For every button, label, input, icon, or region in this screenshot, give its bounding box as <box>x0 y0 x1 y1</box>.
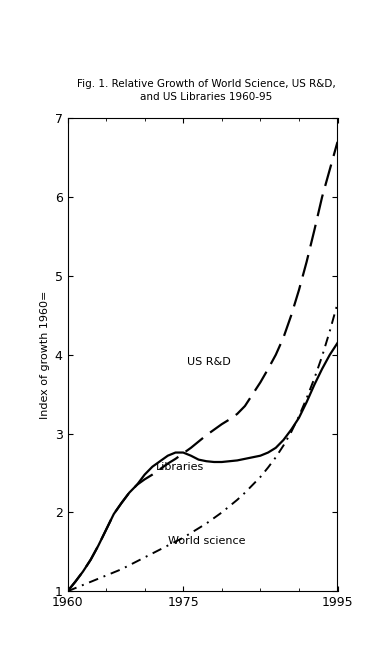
Text: and US Libraries 1960-95: and US Libraries 1960-95 <box>140 92 272 102</box>
Text: Fig. 1. Relative Growth of World Science, US R&D,: Fig. 1. Relative Growth of World Science… <box>77 79 336 89</box>
Text: World science: World science <box>168 535 245 545</box>
Text: US R&D: US R&D <box>187 357 231 367</box>
Y-axis label: Index of growth 1960=: Index of growth 1960= <box>40 290 51 419</box>
Text: Libraries: Libraries <box>156 463 204 472</box>
